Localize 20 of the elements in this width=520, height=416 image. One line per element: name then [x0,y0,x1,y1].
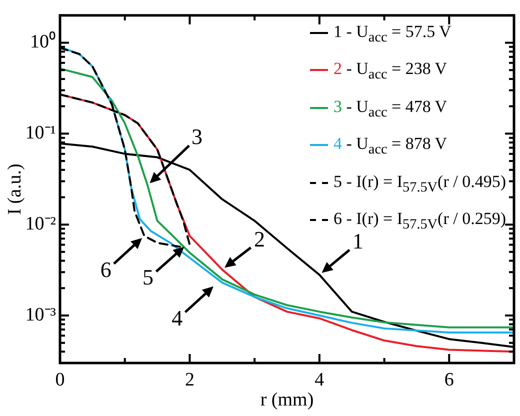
legend-label: 2 - U$_{acc}$ = 238 V [333,59,448,83]
annotation: 4 [172,305,183,330]
x-tick-label: 2 [184,369,194,390]
x-tick-label: 0 [55,369,65,390]
y-tick-label: 10⁰ [30,30,56,53]
x-tick-label: 4 [314,369,325,390]
y-axis-title: I (a.u.) [4,164,26,215]
y-tick-label: 10⁻¹ [25,122,56,144]
legend-label: 1 - U$_{acc}$ = 57.5 V [333,22,452,46]
legend-label: 5 - I(r) = I$_{57.5V}$(r / 0.495) [333,172,506,195]
x-axis-title: r (mm) [260,390,314,411]
y-tick-label: 10⁻³ [25,304,56,326]
annotation: 2 [254,226,266,252]
y-tick-label: 10⁻² [25,214,56,235]
annotation: 3 [192,124,203,149]
annotation: 5 [142,264,154,290]
legend-label: 4 - U$_{acc}$ = 878 V [333,134,448,158]
legend-label: 3 - U$_{acc}$ = 478 V [333,96,448,120]
annotation: 6 [100,256,112,282]
x-tick-label: 6 [444,369,454,390]
